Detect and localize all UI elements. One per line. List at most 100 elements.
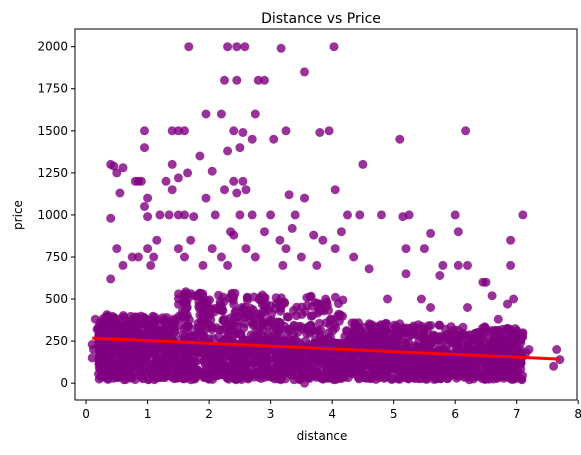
data-point <box>281 244 291 254</box>
data-point <box>281 126 291 136</box>
y-axis-ticks: 0 250 500 750 1000 1250 1500 1750 2000 <box>37 40 75 390</box>
data-point <box>300 67 309 77</box>
data-point <box>229 176 239 186</box>
data-point <box>549 361 559 371</box>
y-axis-label: price <box>11 200 25 230</box>
data-point <box>227 318 237 328</box>
data-point <box>112 168 122 178</box>
data-point <box>281 348 291 358</box>
data-point <box>401 244 411 254</box>
data-point <box>246 330 256 340</box>
data-point <box>435 271 445 280</box>
data-point <box>184 344 194 354</box>
data-point <box>401 269 411 279</box>
data-point <box>221 367 231 377</box>
data-point <box>305 328 315 338</box>
data-points <box>87 42 565 388</box>
data-point <box>234 362 244 372</box>
data-point <box>335 339 345 349</box>
data-point <box>143 212 153 222</box>
data-point <box>186 235 196 245</box>
data-point <box>435 374 445 384</box>
data-point <box>403 356 413 366</box>
data-point <box>438 260 448 270</box>
data-point <box>180 252 189 262</box>
data-point <box>249 319 259 329</box>
data-point <box>510 324 520 334</box>
data-point <box>119 312 129 322</box>
data-point <box>315 318 324 328</box>
data-point <box>146 365 156 375</box>
data-point <box>210 210 220 220</box>
data-point <box>460 372 469 382</box>
data-point <box>395 319 405 329</box>
data-point <box>90 314 100 324</box>
data-point <box>446 369 456 378</box>
data-point <box>280 374 290 384</box>
data-point <box>480 323 490 333</box>
data-point <box>140 143 149 153</box>
data-point <box>395 134 405 144</box>
data-point <box>306 321 316 330</box>
data-point <box>481 277 491 287</box>
data-point <box>238 335 248 345</box>
data-point <box>109 340 119 350</box>
data-point <box>419 333 429 343</box>
data-point <box>481 361 491 371</box>
data-point <box>250 109 260 119</box>
data-point <box>189 212 199 222</box>
data-point <box>284 190 294 200</box>
data-point <box>349 325 359 335</box>
x-tick-label: 0 <box>82 407 90 421</box>
data-point <box>87 353 97 363</box>
data-point <box>133 252 143 262</box>
data-point <box>290 355 300 365</box>
data-point <box>269 134 279 144</box>
data-point <box>400 327 410 337</box>
data-point <box>173 173 183 183</box>
data-point <box>173 244 183 254</box>
data-point <box>338 311 347 321</box>
data-point <box>267 309 277 319</box>
data-point <box>188 354 198 364</box>
data-point <box>247 134 257 144</box>
data-point <box>515 358 525 368</box>
data-point <box>230 308 240 318</box>
data-point <box>100 325 110 335</box>
data-point <box>143 244 153 254</box>
data-point <box>369 355 379 365</box>
data-point <box>477 373 487 383</box>
data-point <box>143 321 152 331</box>
x-tick-label: 8 <box>574 407 581 421</box>
data-point <box>242 359 251 369</box>
data-point <box>258 365 268 374</box>
data-point <box>247 210 257 220</box>
data-point <box>195 151 205 161</box>
data-point <box>143 348 153 358</box>
data-point <box>212 357 221 367</box>
data-point <box>136 176 146 186</box>
data-point <box>296 252 306 262</box>
x-tick-label: 6 <box>451 407 459 421</box>
data-point <box>275 366 285 376</box>
data-point <box>266 368 276 378</box>
data-point <box>282 312 292 322</box>
data-point <box>92 324 102 334</box>
data-point <box>463 260 472 270</box>
data-point <box>452 337 462 347</box>
data-point <box>325 368 335 378</box>
data-point <box>220 75 229 85</box>
data-point <box>184 42 194 52</box>
data-point <box>223 260 233 270</box>
data-point <box>225 293 235 303</box>
data-point <box>318 373 328 383</box>
data-point <box>368 372 378 382</box>
data-point <box>476 342 486 352</box>
data-point <box>118 260 128 270</box>
data-point <box>198 260 208 270</box>
data-point <box>164 210 174 220</box>
data-point <box>228 329 238 339</box>
y-tick-label: 250 <box>45 334 68 348</box>
data-point <box>161 176 171 186</box>
data-point <box>383 294 392 304</box>
